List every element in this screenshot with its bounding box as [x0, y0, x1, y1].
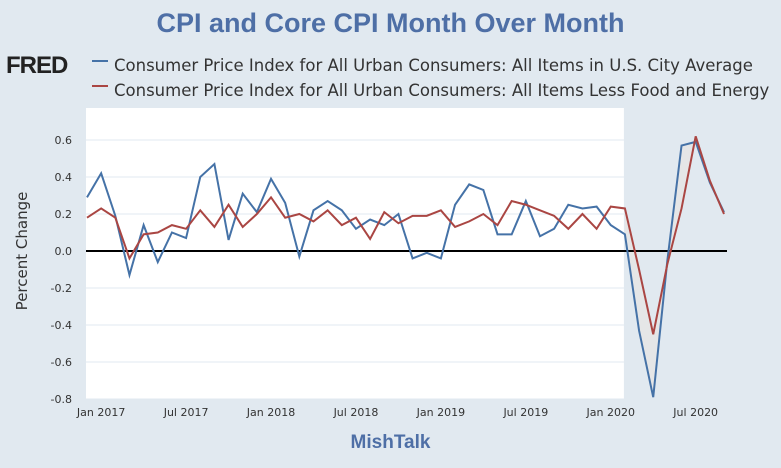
x-tick-label: Jan 2017 — [76, 406, 125, 419]
x-tick-label: Jan 2019 — [416, 406, 465, 419]
series-gap-fill — [624, 136, 724, 398]
legend-label: Consumer Price Index for All Urban Consu… — [114, 56, 753, 75]
fred-logo: FRED — [6, 52, 68, 79]
series-line-cpi — [86, 140, 725, 398]
legend-item-cpi: Consumer Price Index for All Urban Consu… — [92, 56, 753, 75]
legend-swatch-blue — [92, 59, 108, 62]
legend-label: Consumer Price Index for All Urban Consu… — [114, 81, 770, 100]
y-tick-label: 0.0 — [55, 245, 73, 258]
y-tick-label: 0.6 — [55, 134, 73, 147]
legend-swatch-red — [92, 84, 108, 87]
plot-background — [86, 108, 727, 399]
y-axis-label: Percent Change — [13, 192, 31, 311]
y-tick-label: -0.6 — [51, 356, 72, 369]
y-tick-label: 0.2 — [55, 208, 73, 221]
y-tick-label: 0.4 — [55, 171, 73, 184]
x-tick-label: Jul 2018 — [333, 406, 379, 419]
legend-item-core-cpi: Consumer Price Index for All Urban Consu… — [92, 81, 769, 100]
y-tick-label: -0.8 — [51, 393, 72, 406]
x-tick-label: Jul 2019 — [502, 406, 548, 419]
y-tick-label: -0.4 — [51, 319, 72, 332]
recession-shading — [623, 108, 727, 399]
x-tick-label: Jul 2020 — [672, 406, 718, 419]
series-line-core-cpi — [86, 135, 725, 335]
x-tick-label: Jul 2017 — [163, 406, 209, 419]
footer-credit: MishTalk — [350, 432, 431, 453]
chart-title: CPI and Core CPI Month Over Month — [156, 8, 625, 38]
y-tick-label: -0.2 — [51, 282, 72, 295]
x-tick-label: Jan 2018 — [246, 406, 295, 419]
x-tick-label: Jan 2020 — [586, 406, 635, 419]
